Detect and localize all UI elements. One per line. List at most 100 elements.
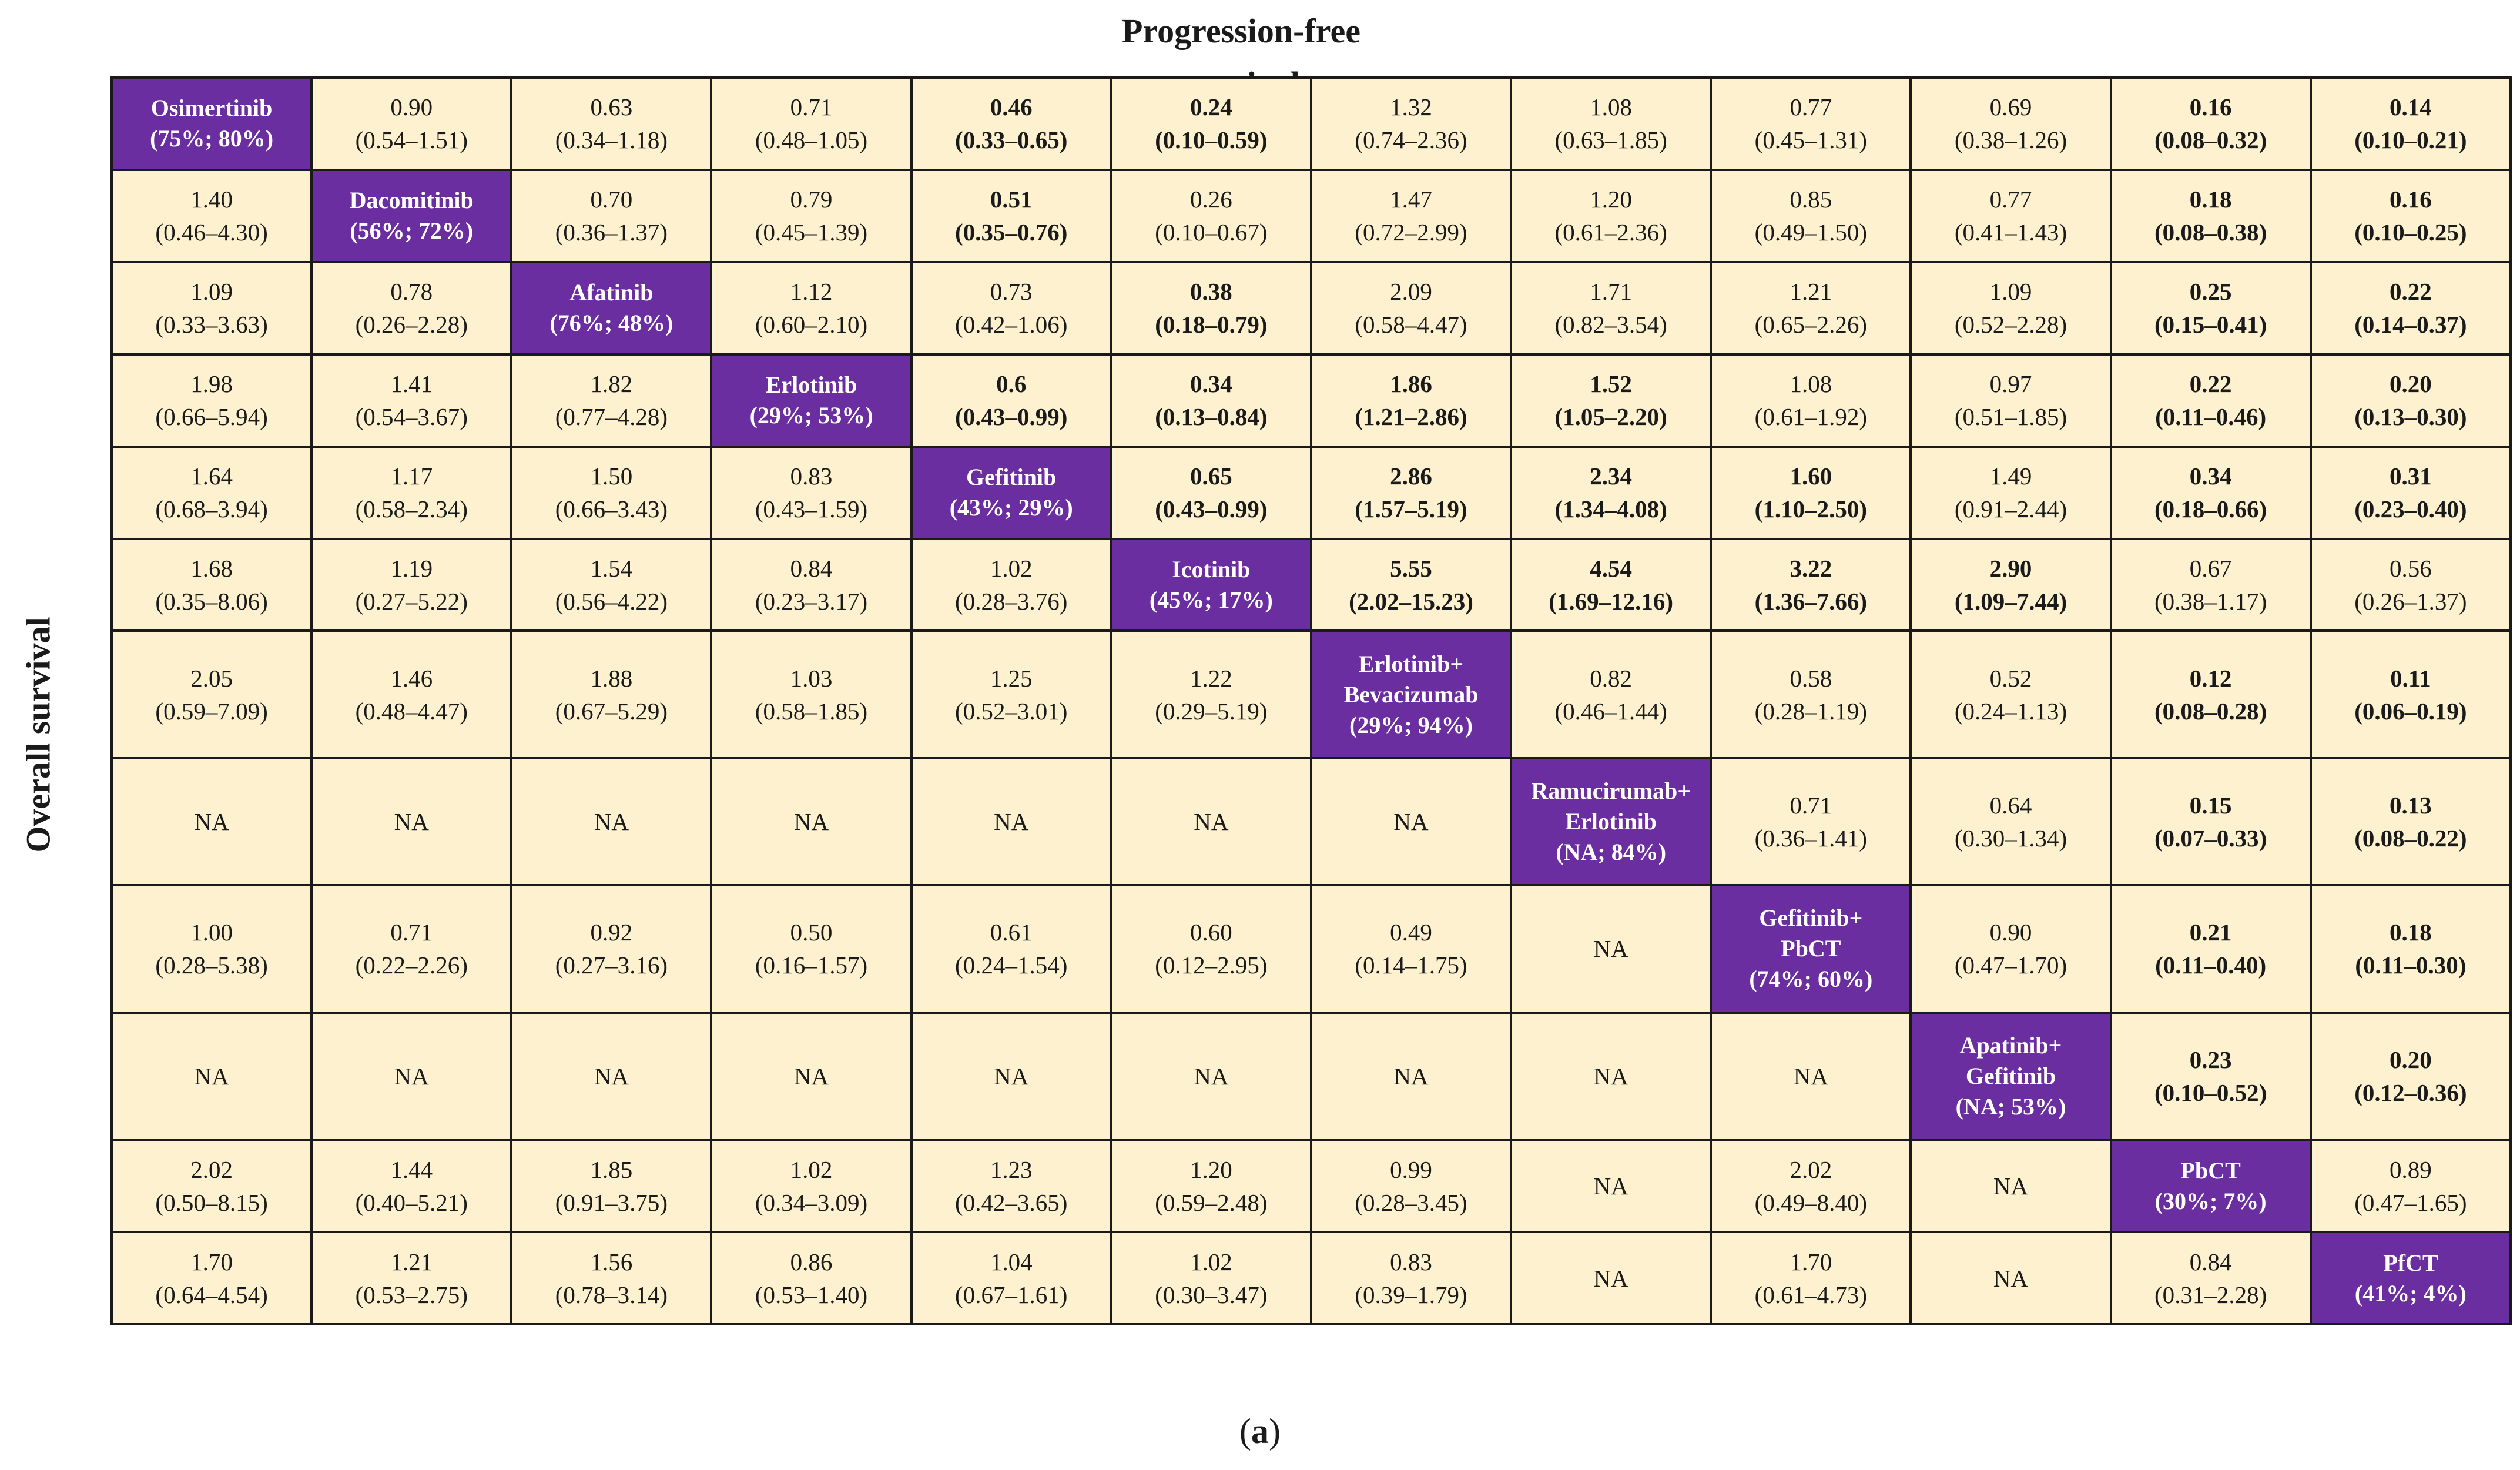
comparison-cell: 1.71 (0.82–3.54)	[1510, 260, 1713, 356]
cell-value: 0.78	[390, 278, 433, 306]
cell-value: 1.04	[990, 1248, 1033, 1275]
cell-value: 0.12	[2189, 664, 2232, 692]
comparison-cell: 0.23 (0.10–0.52)	[2109, 1011, 2312, 1141]
comparison-cell: 0.11 (0.06–0.19)	[2309, 629, 2512, 759]
comparison-cell: 0.71 (0.36–1.41)	[1710, 756, 1912, 887]
cell-value: 0.6	[996, 370, 1027, 398]
cell-detail: (0.08–0.28)	[2154, 697, 2267, 725]
cell-value: 0.24	[1189, 93, 1232, 121]
treatment-cell: Gefitinib+ PbCT (74%; 60%)	[1710, 884, 1912, 1014]
comparison-cell: 0.67 (0.38–1.17)	[2109, 537, 2312, 632]
cell-value: 0.13	[2389, 792, 2432, 819]
treatment-cell: Erlotinib+ Bevacizumab (29%; 94%)	[1309, 629, 1513, 759]
treatment-cell: Apatinib+ Gefitinib (NA; 53%)	[1909, 1011, 2112, 1141]
cell-value: NA	[594, 808, 629, 836]
cell-detail: (0.74–2.36)	[1355, 126, 1467, 154]
cell-detail: (0.54–3.67)	[355, 403, 468, 431]
comparison-cell: 1.41 (0.54–3.67)	[310, 353, 513, 448]
comparison-cell: 1.64 (0.68–3.94)	[110, 445, 313, 540]
cell-value: 1.70	[190, 1248, 233, 1275]
cell-value: 2.09	[1390, 278, 1432, 306]
comparison-cell: 1.56 (0.78–3.14)	[510, 1231, 713, 1325]
cell-detail: (0.11–0.46)	[2155, 403, 2267, 431]
cell-detail: (0.66–5.94)	[155, 403, 268, 431]
comparison-cell: 1.25 (0.52–3.01)	[910, 629, 1112, 759]
comparison-cell: 1.09 (0.33–3.63)	[110, 260, 313, 356]
cell-value: 0.16	[2189, 93, 2232, 121]
comparison-cell: 0.63 (0.34–1.18)	[510, 76, 713, 171]
cell-value: NA	[1593, 1062, 1628, 1090]
cell-detail: (0.45–1.39)	[755, 219, 868, 246]
cell-value: 2.02	[190, 1156, 233, 1183]
comparison-cell: 2.34 (1.34–4.08)	[1510, 445, 1713, 540]
cell-value: 1.40	[190, 186, 233, 213]
cell-value: 0.61	[990, 919, 1033, 946]
cell-value: 0.92	[590, 919, 633, 946]
comparison-cell: 0.34 (0.13–0.84)	[1110, 353, 1312, 448]
cell-value: 2.34	[1590, 463, 1633, 490]
cell-value: 1.82	[590, 370, 633, 398]
cell-detail: (0.61–1.92)	[1754, 403, 1867, 431]
cell-detail: (0.58–2.34)	[355, 495, 468, 523]
cell-detail: (0.24–1.13)	[1954, 697, 2067, 725]
cell-detail: (1.09–7.44)	[1954, 587, 2067, 615]
cell-detail: (29%; 53%)	[749, 402, 873, 429]
treatment-cell: Erlotinib (29%; 53%)	[710, 353, 913, 448]
comparison-cell: NA	[510, 1011, 713, 1141]
cell-value: NA	[1593, 935, 1628, 963]
table-row: 1.70 (0.64–4.54) 1.21 (0.53–2.75) 1.56 (0.78–…	[110, 1231, 2512, 1325]
cell-value: NA	[394, 808, 429, 836]
comparison-cell: 0.16 (0.08–0.32)	[2109, 76, 2312, 171]
comparison-cell: 1.02 (0.34–3.09)	[710, 1139, 913, 1234]
cell-value: 0.82	[1590, 664, 1633, 692]
treatment-cell: Osimertinib (75%; 80%)	[110, 76, 313, 171]
table-row: NA NA NA NA NA NA NA Ramucirumab+ Erlotinib (NA; …	[110, 756, 2512, 887]
cell-value: Osimertinib	[150, 95, 273, 122]
comparison-cell: 1.32 (0.74–2.36)	[1309, 76, 1513, 171]
comparison-cell: 1.00 (0.28–5.38)	[110, 884, 313, 1014]
os-axis-label: Overall survival	[19, 617, 58, 853]
cell-value: 1.47	[1390, 186, 1432, 213]
cell-value: 1.41	[390, 370, 433, 398]
comparison-cell: 1.70 (0.61–4.73)	[1710, 1231, 1912, 1325]
cell-value: NA	[194, 1062, 229, 1090]
cell-value: 2.90	[1989, 554, 2032, 582]
comparison-cell: 0.31 (0.23–0.40)	[2309, 445, 2512, 540]
cell-detail: (0.54–1.51)	[355, 126, 468, 154]
cell-detail: (0.53–2.75)	[355, 1281, 468, 1308]
comparison-cell: 0.92 (0.27–3.16)	[510, 884, 713, 1014]
cell-value: 1.12	[790, 278, 833, 306]
comparison-cell: 1.03 (0.58–1.85)	[710, 629, 913, 759]
comparison-cell: NA	[1309, 756, 1513, 887]
cell-value: 0.20	[2389, 370, 2432, 398]
cell-value: 0.83	[790, 463, 833, 490]
cell-value: 1.02	[990, 554, 1033, 582]
comparison-cell: NA	[110, 1011, 313, 1141]
cell-detail: (0.43–0.99)	[1155, 495, 1268, 523]
cell-detail: (0.12–2.95)	[1155, 952, 1268, 979]
comparison-cell: 1.68 (0.35–8.06)	[110, 537, 313, 632]
table-row: 1.09 (0.33–3.63) 0.78 (0.26–2.28) Afatinib (7…	[110, 260, 2512, 356]
cell-value: 0.58	[1790, 664, 1832, 692]
comparison-cell: 0.77 (0.41–1.43)	[1909, 168, 2112, 263]
table-row: 2.02 (0.50–8.15) 1.44 (0.40–5.21) 1.85 (0.91–…	[110, 1139, 2512, 1234]
cell-detail: (0.78–3.14)	[555, 1281, 668, 1308]
cell-detail: (43%; 29%)	[949, 494, 1073, 521]
cell-detail: (0.43–1.59)	[755, 495, 868, 523]
cell-detail: (0.42–3.65)	[955, 1188, 1068, 1216]
comparison-cell: 1.21 (0.65–2.26)	[1710, 260, 1912, 356]
cell-detail: (1.36–7.66)	[1754, 587, 1867, 615]
league-table-body: Osimertinib (75%; 80%) 0.90 (0.54–1.51) 0.63…	[110, 76, 2512, 1325]
comparison-cell: 1.17 (0.58–2.34)	[310, 445, 513, 540]
cell-detail: (30%; 7%)	[2154, 1187, 2267, 1214]
table-row: NA NA NA NA NA NA NA NA NA Apatinib+ Gefitinib (NA;…	[110, 1011, 2512, 1141]
cell-detail: (1.05–2.20)	[1554, 403, 1667, 431]
comparison-cell: 0.70 (0.36–1.37)	[510, 168, 713, 263]
comparison-cell: 0.71 (0.22–2.26)	[310, 884, 513, 1014]
cell-value: 0.16	[2389, 186, 2432, 213]
cell-detail: (1.57–5.19)	[1355, 495, 1467, 523]
comparison-cell: 0.71 (0.48–1.05)	[710, 76, 913, 171]
cell-value: 0.25	[2189, 278, 2232, 306]
cell-detail: (0.68–3.94)	[155, 495, 268, 523]
cell-value: 0.89	[2389, 1156, 2432, 1183]
